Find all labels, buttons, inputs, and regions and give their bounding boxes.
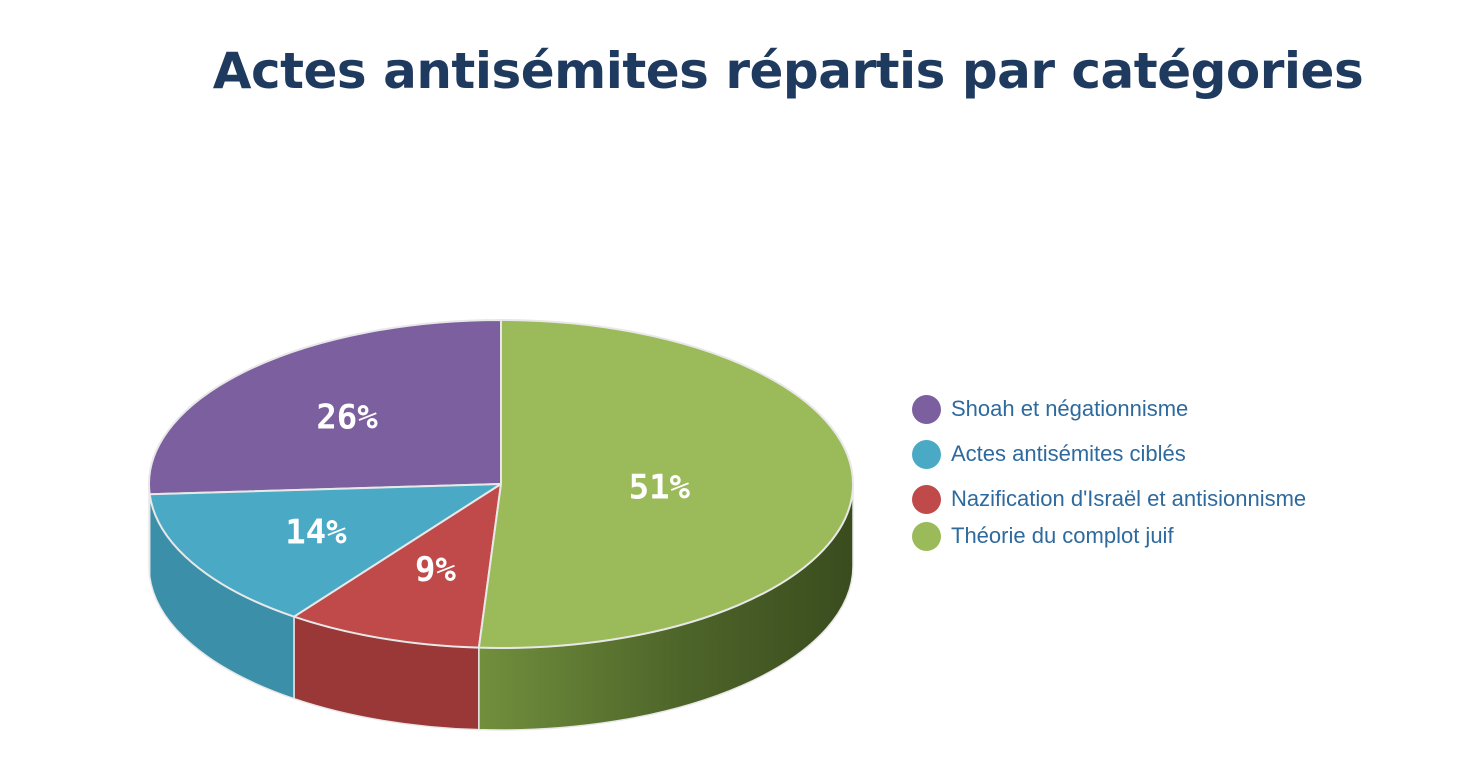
pie-slice-nazification-d-israel-et-antisionnisme [293,483,502,649]
pie-slice-actes-antisemites-cibles [148,483,502,618]
legend-item-shoah-et-negationnisme: Shoah et négationnisme [912,394,1306,424]
legend-swatch-shoah-et-negationnisme [912,394,941,424]
legend-item-nazification-d-israel-et-antisionnisme: Nazification d'Israël et antisionnisme [912,484,1306,514]
legend-label-theorie-du-complot-juif: Théorie du complot juif [951,523,1174,548]
data-label-shoah-et-negationnisme: 26% [316,398,378,438]
legend-swatch-theorie-du-complot-juif [912,521,941,551]
pie-slice-shoah-et-negationnisme [148,319,502,496]
legend-label-nazification-d-israel-et-antisionnisme: Nazification d'Israël et antisionnisme [951,486,1307,511]
data-label-actes-antisemites-cibles: 14% [285,512,347,552]
chart-title: Actes antisémites répartis par catégorie… [212,42,1364,100]
pie-slice-theorie-du-complot-juif [477,319,854,649]
legend-swatch-nazification-d-israel-et-antisionnisme [912,484,941,514]
data-label-nazification-d-israel-et-antisionnisme: 9% [415,550,456,590]
legend-swatch-actes-antisemites-cibles [912,439,941,469]
legend-label-actes-antisemites-cibles: Actes antisémites ciblés [951,441,1186,466]
legend-label-shoah-et-negationnisme: Shoah et négationnisme [951,396,1189,421]
legend-item-theorie-du-complot-juif: Théorie du complot juif [912,521,1306,551]
data-label-theorie-du-complot-juif: 51% [629,467,691,507]
legend-item-actes-antisemites-cibles: Actes antisémites ciblés [912,439,1306,469]
legend: Shoah et négationnisme Actes antisémites … [912,394,1306,566]
